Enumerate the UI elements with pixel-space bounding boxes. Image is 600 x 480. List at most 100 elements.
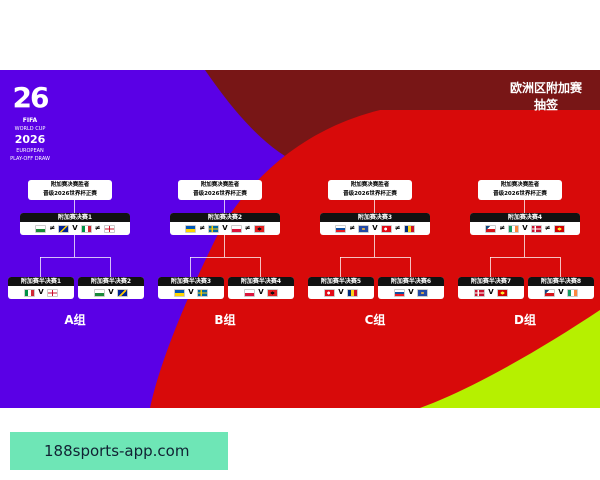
vs-mark: V (222, 224, 228, 232)
semi-final-match[interactable]: 附加赛半决赛1 V (8, 277, 74, 299)
logo-line2: EUROPEAN (16, 148, 44, 154)
winner-box: 附加赛决赛胜者 晋级2026世界杯正赛 (28, 180, 112, 200)
flag-poland-icon (230, 224, 242, 233)
winner-line2: 晋级2026世界杯正赛 (43, 191, 97, 197)
flag-czechia-icon (544, 288, 556, 297)
semi-final-match[interactable]: 附加赛半决赛7 V (458, 277, 524, 299)
vs-mark: V (488, 288, 494, 296)
connector (340, 257, 341, 277)
flag-kosovo-icon (358, 224, 370, 233)
connector (110, 257, 111, 277)
site-banner[interactable]: 188sports-app.com (10, 432, 228, 470)
flag-romania-icon (403, 224, 415, 233)
semi-title: 附加赛半决赛5 (308, 277, 374, 286)
vs-mark: V (38, 288, 44, 296)
winner-line1: 附加赛决赛胜者 (500, 182, 540, 188)
flag-northern-ireland-icon (103, 224, 115, 233)
flag-bosnia-icon (58, 224, 70, 233)
logo-line3: PLAY-OFF DRAW (10, 156, 50, 162)
flag-albania-icon (266, 288, 278, 297)
final-title: 附加赛决赛1 (20, 213, 130, 222)
flag-bosnia-icon (116, 288, 128, 297)
connector (490, 257, 491, 277)
final-match[interactable]: 附加赛决赛4 ≠ V ≠ (470, 213, 580, 235)
winner-line1: 附加赛决赛胜者 (350, 182, 390, 188)
flag-ukraine-icon (174, 288, 186, 297)
logo-line1: WORLD CUP (14, 126, 46, 132)
flag-czechia-icon (485, 224, 497, 233)
connector (74, 200, 75, 214)
final-title: 附加赛决赛4 (470, 213, 580, 222)
connector (40, 257, 41, 277)
final-match[interactable]: 附加赛决赛3 ≠ V ≠ (320, 213, 430, 235)
final-title: 附加赛决赛3 (320, 213, 430, 222)
flag-ireland-icon (566, 288, 578, 297)
background (0, 70, 600, 408)
semi-final-match[interactable]: 附加赛半决赛6 V (378, 277, 444, 299)
winner-line2: 晋级2026世界杯正赛 (193, 191, 247, 197)
or-mark: ≠ (349, 224, 356, 232)
winner-line2: 晋级2026世界杯正赛 (343, 191, 397, 197)
semi-final-match[interactable]: 附加赛半决赛3 V (158, 277, 224, 299)
logo-year: 2026 (14, 133, 46, 146)
winner-box: 附加赛决赛胜者晋级2026世界杯正赛 (328, 180, 412, 200)
draw-banner (0, 70, 600, 408)
flag-kosovo-icon (416, 288, 428, 297)
flag-albania-icon (253, 224, 265, 233)
vs-mark: V (408, 288, 414, 296)
page-title: 欧洲区附加赛 抽签 (510, 80, 582, 114)
vs-mark: V (338, 288, 344, 296)
connector (190, 257, 260, 258)
connector (260, 257, 261, 277)
or-mark: ≠ (499, 224, 506, 232)
logo-fifa: FIFA (22, 117, 38, 124)
flag-ireland-icon (508, 224, 520, 233)
flag-north-macedonia-icon (553, 224, 565, 233)
semi-final-match[interactable]: 附加赛半决赛4 V (228, 277, 294, 299)
vs-mark: V (258, 288, 264, 296)
or-mark: ≠ (394, 224, 401, 232)
flag-sweden-icon (196, 288, 208, 297)
vs-mark: V (522, 224, 528, 232)
semi-title: 附加赛半决赛6 (378, 277, 444, 286)
flag-denmark-icon (530, 224, 542, 233)
flag-slovakia-icon (335, 224, 347, 233)
flag-denmark-icon (474, 288, 486, 297)
connector (560, 257, 561, 277)
connector (40, 257, 110, 258)
or-mark: ≠ (244, 224, 251, 232)
semi-title: 附加赛半决赛2 (78, 277, 144, 286)
vs-mark: V (108, 288, 114, 296)
flag-sweden-icon (208, 224, 220, 233)
semi-title: 附加赛半决赛8 (528, 277, 594, 286)
connector (374, 200, 375, 214)
final-match[interactable]: 附加赛决赛1 ≠ V ≠ (20, 213, 130, 235)
world-cup-logo: 26 FIFA WORLD CUP 2026 EUROPEAN PLAY-OFF… (8, 80, 52, 163)
flag-romania-icon (346, 288, 358, 297)
winner-line2: 晋级2026世界杯正赛 (493, 191, 547, 197)
flag-northern-ireland-icon (46, 288, 58, 297)
winner-box: 附加赛决赛胜者 晋级2026世界杯正赛 (178, 180, 262, 200)
vs-mark: V (372, 224, 378, 232)
connector (410, 257, 411, 277)
semi-final-match[interactable]: 附加赛半决赛8 V (528, 277, 594, 299)
flag-north-macedonia-icon (496, 288, 508, 297)
group-label: C组 (364, 313, 386, 327)
flag-ukraine-icon (185, 224, 197, 233)
flag-turkey-icon (324, 288, 336, 297)
vs-mark: V (188, 288, 194, 296)
final-match[interactable]: 附加赛决赛2 ≠ V ≠ (170, 213, 280, 235)
group-label: B组 (214, 313, 236, 327)
semi-final-match[interactable]: 附加赛半决赛5 V (308, 277, 374, 299)
or-mark: ≠ (544, 224, 551, 232)
vs-mark: V (558, 288, 564, 296)
semi-title: 附加赛半决赛7 (458, 277, 524, 286)
connector (490, 257, 560, 258)
semi-final-match[interactable]: 附加赛半决赛2 V (78, 277, 144, 299)
title-line2: 抽签 (533, 98, 558, 112)
or-mark: ≠ (49, 224, 56, 232)
or-mark: ≠ (199, 224, 206, 232)
semi-title: 附加赛半决赛4 (228, 277, 294, 286)
connector (190, 257, 191, 277)
flag-italy-icon (24, 288, 36, 297)
